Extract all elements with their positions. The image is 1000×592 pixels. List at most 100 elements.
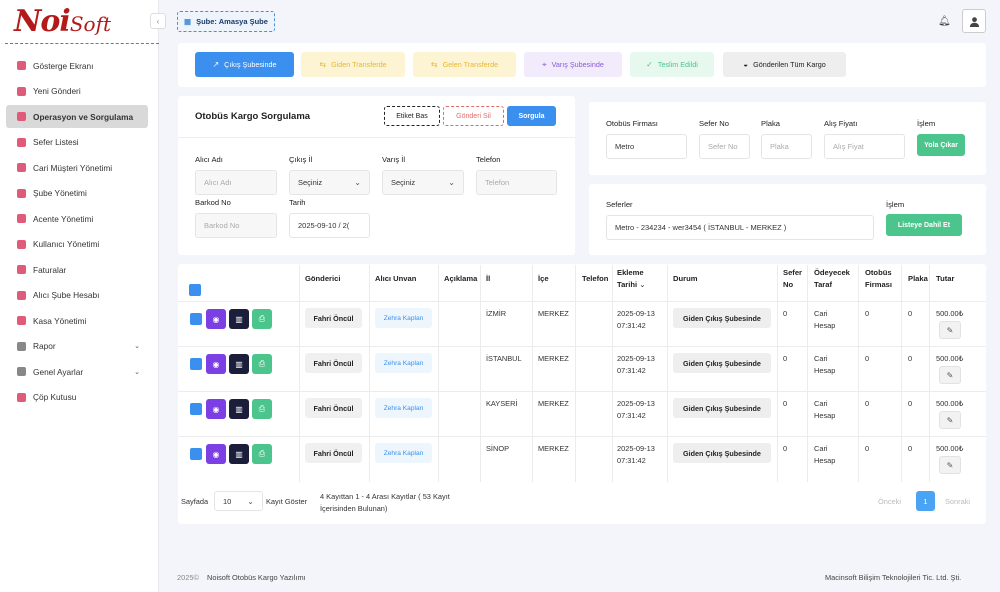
- print-label-button[interactable]: Etiket Bas: [384, 106, 440, 126]
- page-size-label: Sayfada: [181, 497, 209, 506]
- edit-icon[interactable]: ✎: [939, 456, 961, 474]
- header-description[interactable]: Açıklama: [444, 274, 478, 283]
- status-tab-0[interactable]: ↗ Çıkış Şubesinde: [195, 52, 294, 77]
- status-tab-1[interactable]: ⇆ Giden Transferde: [301, 52, 405, 77]
- sidebar-item-7[interactable]: Kullanıcı Yönetimi: [6, 233, 148, 256]
- receiver-input[interactable]: Alıcı Adı: [195, 170, 277, 195]
- sidebar-item-9[interactable]: Alıcı Şube Hesabı: [6, 284, 148, 307]
- page-1-button[interactable]: 1: [916, 491, 935, 511]
- print-icon[interactable]: ⎙: [252, 444, 272, 464]
- status-badge[interactable]: Giden Çıkış Şubesinde: [673, 308, 771, 328]
- barcode-input[interactable]: Barkod No: [195, 213, 277, 238]
- sidebar-item-3[interactable]: Sefer Listesi: [6, 131, 148, 154]
- edit-icon[interactable]: ✎: [939, 321, 961, 339]
- trips-select[interactable]: Metro - 234234 - wer3454 ( İSTANBUL - ME…: [606, 215, 874, 240]
- row-checkbox[interactable]: [190, 313, 202, 325]
- cell-trip-no: 0: [783, 309, 788, 318]
- sidebar-item-0[interactable]: Gösterge Ekranı: [6, 54, 148, 77]
- barcode-icon[interactable]: ▥: [229, 309, 249, 329]
- select-all-checkbox[interactable]: [189, 284, 201, 296]
- row-checkbox[interactable]: [190, 358, 202, 370]
- sidebar-item-5[interactable]: Şube Yönetimi: [6, 182, 148, 205]
- receiver-badge[interactable]: Zehra Kaplan: [375, 353, 432, 373]
- header-bus[interactable]: Otobüs: [865, 268, 892, 277]
- purchase-price-input[interactable]: Alış Fiyat: [824, 134, 905, 159]
- header-receiver[interactable]: Alıcı Unvan: [375, 274, 417, 283]
- receiver-badge[interactable]: Zehra Kaplan: [375, 308, 432, 328]
- edit-icon[interactable]: ✎: [939, 411, 961, 429]
- header-trip[interactable]: Sefer: [783, 268, 802, 277]
- sidebar-item-6[interactable]: Acente Yönetimi: [6, 207, 148, 230]
- eye-icon[interactable]: ◉: [206, 399, 226, 419]
- barcode-icon[interactable]: ▥: [229, 399, 249, 419]
- sidebar-item-4[interactable]: Cari Müşteri Yönetimi: [6, 156, 148, 179]
- eye-icon[interactable]: ◉: [206, 444, 226, 464]
- print-icon[interactable]: ⎙: [252, 309, 272, 329]
- sender-badge[interactable]: Fahri Öncül: [305, 308, 362, 328]
- status-badge[interactable]: Giden Çıkış Şubesinde: [673, 398, 771, 418]
- row-checkbox[interactable]: [190, 448, 202, 460]
- depart-button[interactable]: Yola Çıkar: [917, 134, 965, 156]
- barcode-icon[interactable]: ▥: [229, 354, 249, 374]
- barcode-icon[interactable]: ▥: [229, 444, 249, 464]
- sidebar-item-1[interactable]: Yeni Gönderi: [6, 80, 148, 103]
- header-city[interactable]: İl: [486, 274, 491, 283]
- bus-company-input[interactable]: Metro: [606, 134, 687, 159]
- footer-company[interactable]: Macinsoft Bilişim Teknolojileri Tic. Ltd…: [825, 573, 962, 582]
- logo[interactable]: NoiSoft: [14, 4, 111, 39]
- sidebar-item-13[interactable]: Çöp Kutusu: [6, 386, 148, 409]
- user-menu-button[interactable]: [962, 9, 986, 33]
- sender-badge[interactable]: Fahri Öncül: [305, 353, 362, 373]
- footer-product[interactable]: Noisoft Otobüs Kargo Yazılımı: [207, 573, 306, 582]
- status-badge[interactable]: Giden Çıkış Şubesinde: [673, 443, 771, 463]
- sidebar-item-2[interactable]: Operasyon ve Sorgulama: [6, 105, 148, 128]
- date-range-input[interactable]: 2025-09-10 / 2(: [289, 213, 370, 238]
- eye-icon[interactable]: ◉: [206, 309, 226, 329]
- trip-no-input[interactable]: Sefer No: [699, 134, 750, 159]
- header-added[interactable]: Ekleme: [617, 268, 644, 277]
- header-sender[interactable]: Gönderici: [305, 274, 341, 283]
- header-date[interactable]: Tarihi ⌄: [617, 279, 646, 291]
- header-plate[interactable]: Plaka: [908, 274, 928, 283]
- header-payer[interactable]: Ödeyecek: [814, 268, 850, 277]
- phone-input[interactable]: Telefon: [476, 170, 557, 195]
- print-icon[interactable]: ⎙: [252, 354, 272, 374]
- status-tab-5[interactable]: ◒ Gönderilen Tüm Kargo: [723, 52, 846, 77]
- eye-icon[interactable]: ◉: [206, 354, 226, 374]
- header-status[interactable]: Durum: [673, 274, 698, 283]
- header-amount[interactable]: Tutar: [936, 274, 955, 283]
- receiver-badge[interactable]: Zehra Kaplan: [375, 398, 432, 418]
- status-badge[interactable]: Giden Çıkış Şubesinde: [673, 353, 771, 373]
- status-tab-2[interactable]: ⇆ Gelen Transferde: [413, 52, 516, 77]
- header-trip-no[interactable]: No: [783, 280, 794, 289]
- next-page-button[interactable]: Sonraki: [945, 497, 971, 506]
- print-icon[interactable]: ⎙: [252, 399, 272, 419]
- header-phone[interactable]: Telefon: [582, 274, 609, 283]
- sender-badge[interactable]: Fahri Öncül: [305, 398, 362, 418]
- sender-badge[interactable]: Fahri Öncül: [305, 443, 362, 463]
- status-tab-4[interactable]: ✓ Teslim Edildi: [630, 52, 714, 77]
- status-tab-3[interactable]: ⌖ Varış Şubesinde: [524, 52, 622, 77]
- prev-page-button[interactable]: Önceki: [878, 497, 902, 506]
- bell-icon[interactable]: 🔔︎: [938, 16, 951, 27]
- sidebar-item-12[interactable]: Genel Ayarlar ⌄: [6, 360, 148, 383]
- dest-city-select[interactable]: Seçiniz ⌄: [382, 170, 464, 195]
- row-divider: [178, 391, 986, 392]
- plate-input[interactable]: Plaka: [761, 134, 812, 159]
- header-payer-side[interactable]: Taraf: [814, 280, 833, 289]
- header-bus-company[interactable]: Firması: [865, 280, 893, 289]
- add-to-list-button[interactable]: Listeye Dahil Et: [886, 214, 962, 236]
- page-size-select[interactable]: 10 ⌄: [214, 491, 263, 511]
- edit-icon[interactable]: ✎: [939, 366, 961, 384]
- row-checkbox[interactable]: [190, 403, 202, 415]
- sidebar-item-8[interactable]: Faturalar: [6, 258, 148, 281]
- header-district[interactable]: İçe: [538, 274, 549, 283]
- origin-city-select[interactable]: Seçiniz ⌄: [289, 170, 370, 195]
- branch-badge[interactable]: ▦ Şube: Amasya Şube: [177, 11, 275, 32]
- delete-shipment-button[interactable]: Gönderi Sil: [443, 106, 504, 126]
- sidebar-item-11[interactable]: Rapor ⌄: [6, 335, 148, 358]
- receiver-badge[interactable]: Zehra Kaplan: [375, 443, 432, 463]
- sidebar-item-10[interactable]: Kasa Yönetimi: [6, 309, 148, 332]
- sidebar-collapse-button[interactable]: ‹: [150, 13, 166, 29]
- query-button[interactable]: Sorgula: [507, 106, 556, 126]
